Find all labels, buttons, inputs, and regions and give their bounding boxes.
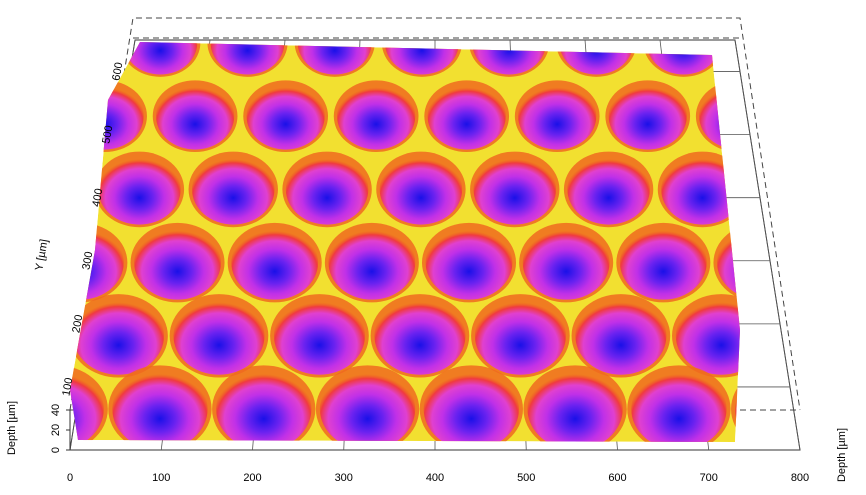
pit [427,82,506,150]
pit [246,82,325,150]
pit [70,225,124,300]
x-tick-label: 100 [152,472,170,484]
pit [518,82,597,150]
pit [608,82,687,150]
pit [216,368,312,442]
pit [337,82,416,150]
pit [231,225,319,300]
pit [70,42,111,75]
pit [134,225,221,300]
surface [0,42,866,442]
pit [328,225,416,300]
pit [210,42,285,75]
y-tick-label: 500 [100,125,115,145]
x-tick-label: 600 [608,472,626,484]
pit [425,225,513,300]
pit [112,368,208,442]
x-tick-label: 400 [426,472,444,484]
z-tick-label: 40 [50,404,62,416]
pit [814,226,866,300]
pit [661,154,740,225]
pit [273,296,365,375]
x-tick-label: 500 [517,472,535,484]
x-tick-label: 700 [700,472,718,484]
x-tick-label: 800 [791,472,809,484]
pit [191,154,275,225]
pit [527,368,623,442]
pit [72,296,165,375]
pit [473,154,557,225]
pit [374,296,466,375]
x-tick-label: 200 [243,472,261,484]
pit [423,368,520,442]
pit [776,297,866,375]
y-tick-label: 400 [90,188,105,208]
pit [646,42,721,75]
pit [522,225,610,300]
pit [474,296,566,375]
pit-rim [70,42,114,77]
pit [733,42,740,75]
pit [699,82,740,150]
pit [735,368,740,442]
y-tick-label: 100 [60,377,75,397]
pit-rim [786,80,866,152]
pit [123,42,198,75]
pit [0,297,64,375]
z-axis-label: Depth [µm] [6,401,18,455]
pit [319,368,416,442]
pit [472,42,547,75]
pit [98,154,181,225]
z-axis-label-right: Depth [µm] [836,428,848,482]
pit-rim [0,294,67,377]
pit [70,154,87,225]
pit [790,83,866,150]
pit [173,296,265,375]
pit [717,225,740,300]
pit-rim [731,365,740,442]
labels: Y [µm] Depth [µm] Depth [µm] 0 100 200 300 4… [6,61,848,483]
x-tick-label: 0 [67,472,73,484]
pit-rim [752,152,841,228]
y-tick-label: 200 [70,314,85,334]
pit [156,82,235,150]
y-tick-label: 300 [80,251,95,271]
z-tick-label: 0 [50,447,62,453]
pit [675,296,740,375]
x-grid-line [734,39,801,451]
pit [379,154,463,225]
pit [559,42,634,75]
pit [70,368,104,442]
pit [619,225,707,300]
pit-rim [730,42,740,77]
pit [285,154,369,225]
y-tick-label: 600 [110,61,125,81]
pit [631,368,727,442]
z-tick-label: 20 [50,424,62,436]
pit [575,296,667,375]
pit [755,154,838,224]
x-tick-label: 300 [335,472,353,484]
pit [567,154,650,225]
y-axis-label: Y [µm] [33,238,50,271]
pit-rim [70,151,91,228]
box-top-edge [69,17,801,411]
pit [384,42,459,75]
pit-rim [811,223,866,303]
pit [297,42,372,75]
